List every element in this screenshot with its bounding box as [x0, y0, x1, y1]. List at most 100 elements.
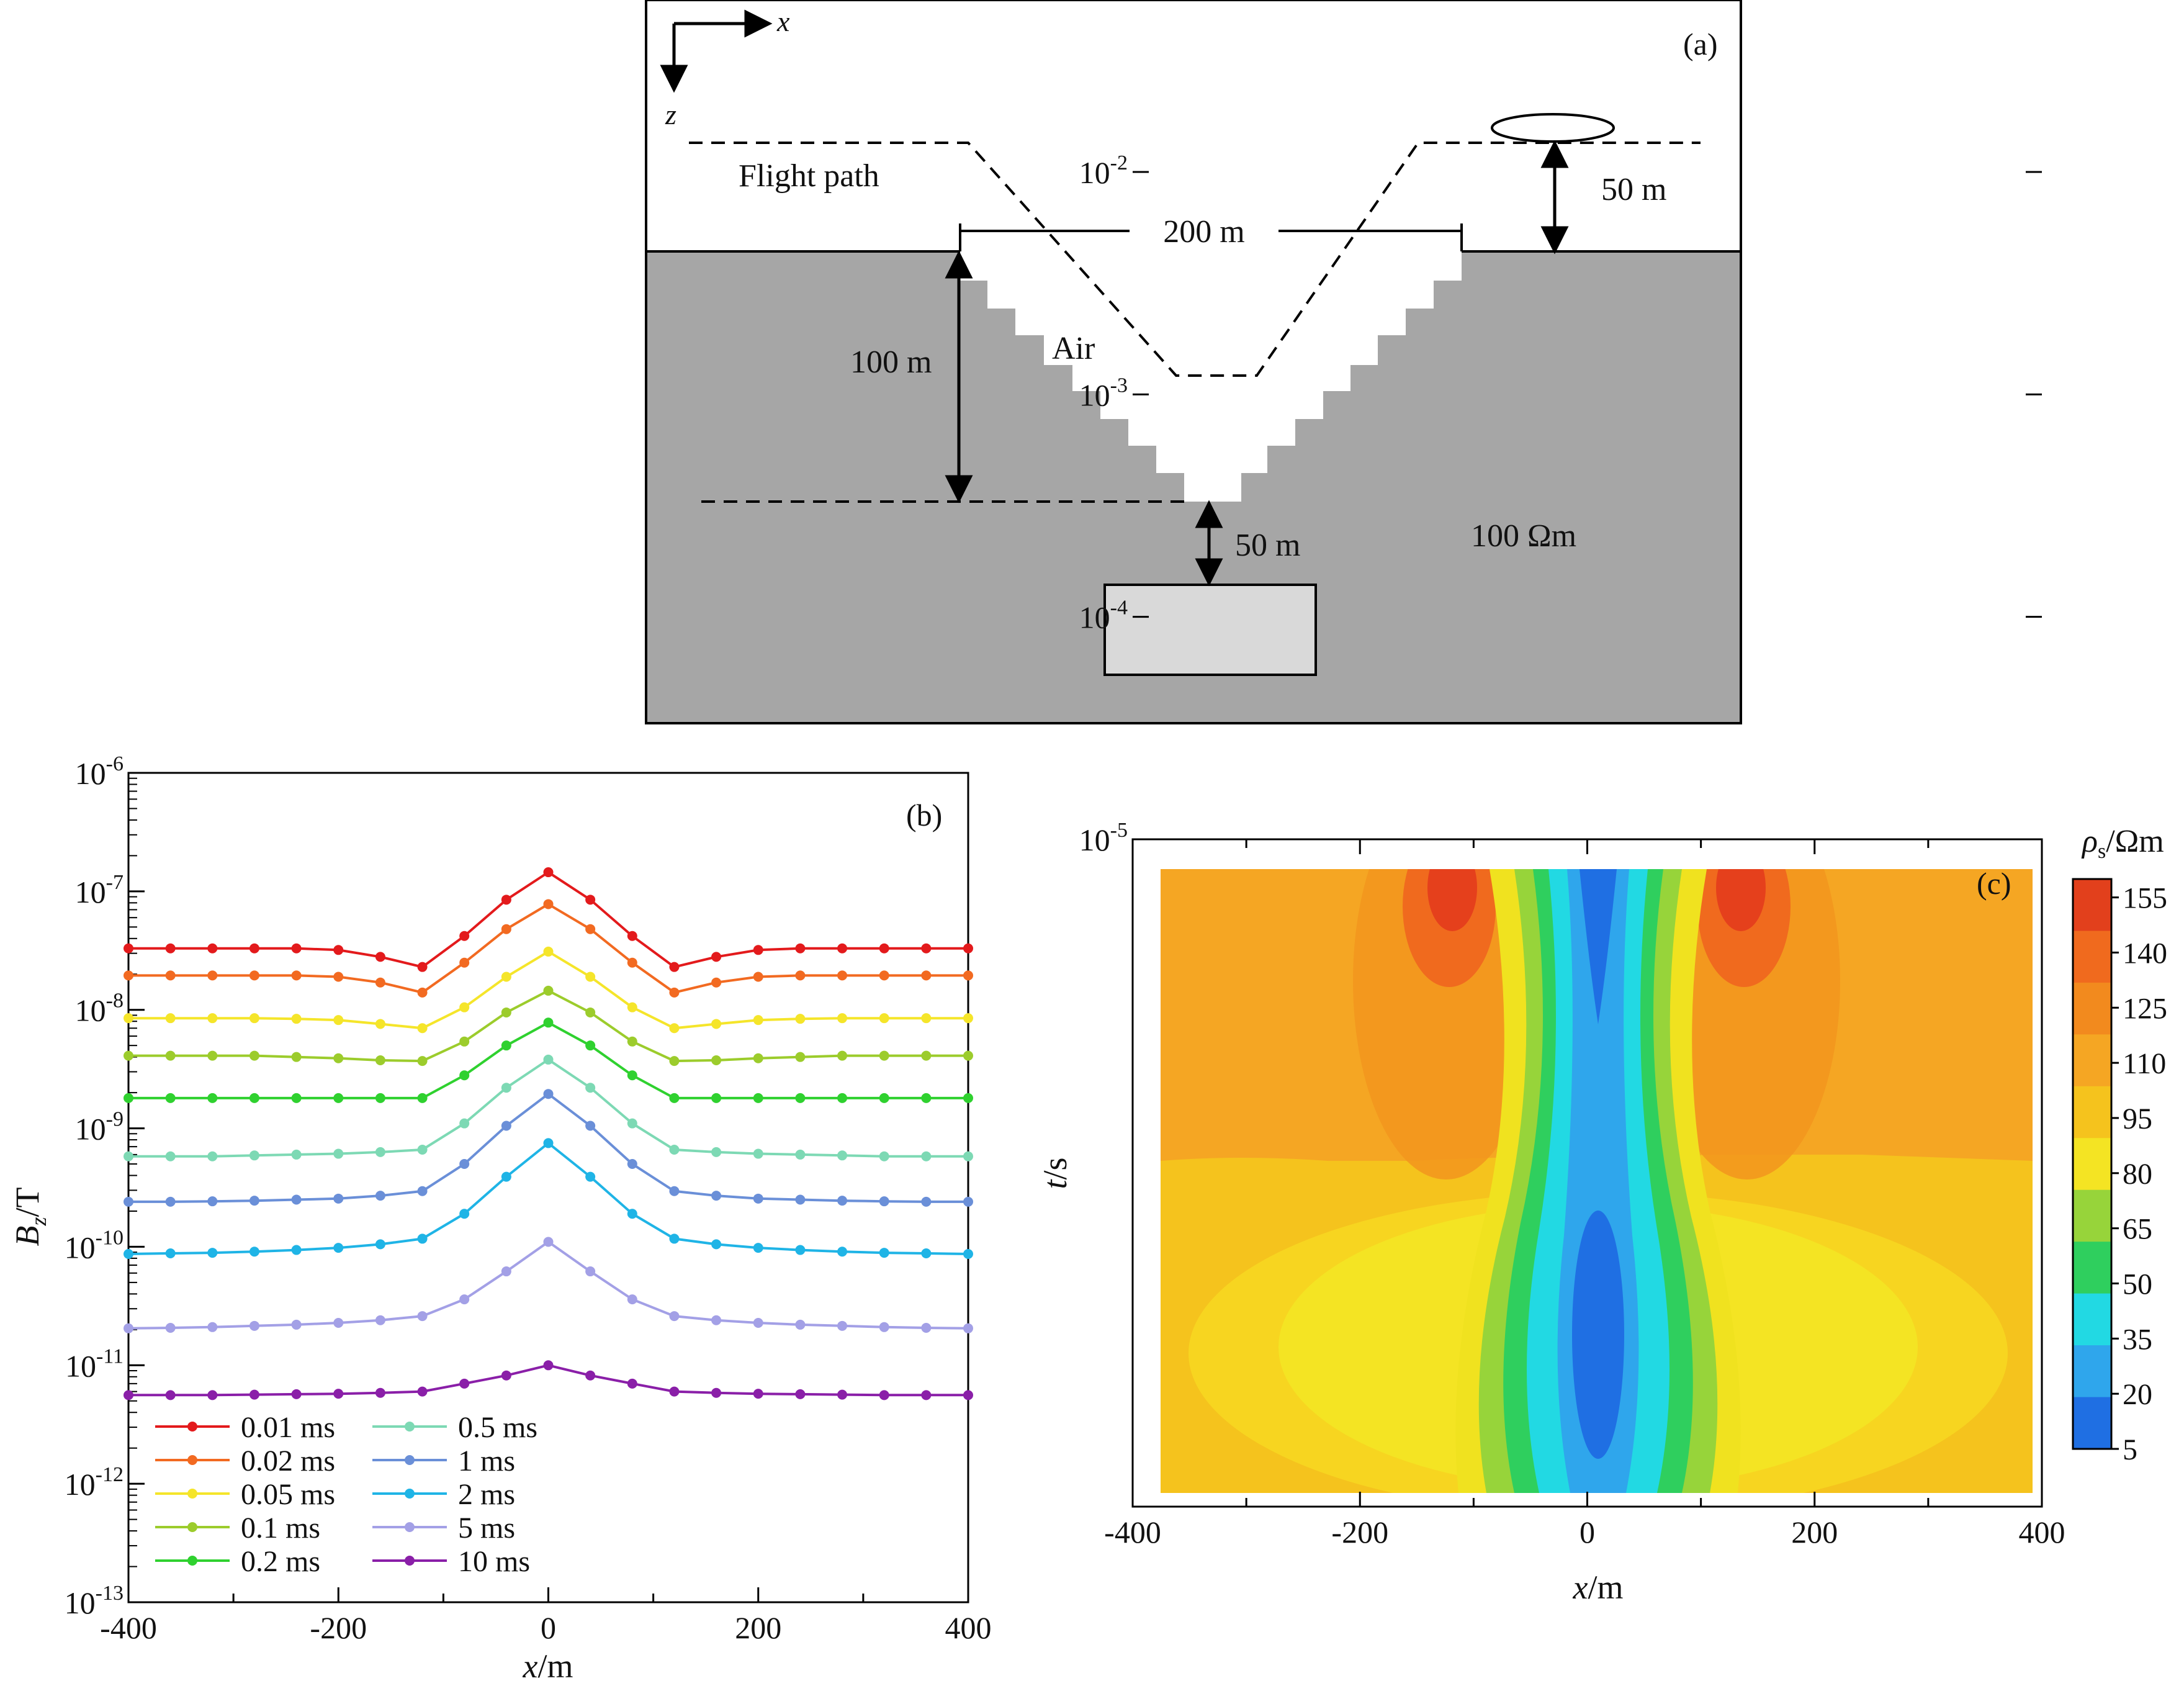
data-point — [669, 1233, 680, 1244]
data-point — [753, 1389, 763, 1399]
data-point — [627, 1294, 637, 1305]
colorbar-tick-label: 50 — [2123, 1268, 2152, 1301]
colorbar-segment — [2073, 1189, 2111, 1243]
panel-b-xlabel: x/m — [523, 1648, 573, 1685]
colorbar-title-sub: s — [2098, 840, 2106, 863]
data-point — [375, 1147, 385, 1157]
b-ytick-label-exp: -13 — [96, 1582, 124, 1605]
data-point — [417, 1093, 428, 1103]
colorbar-tick-label: 155 — [2123, 882, 2167, 915]
data-point — [879, 1093, 889, 1103]
data-point — [795, 1052, 806, 1062]
panel-b-label: (b) — [906, 798, 942, 832]
panel-a-label: (a) — [1683, 27, 1718, 61]
data-point — [417, 1023, 428, 1034]
data-point — [417, 1145, 428, 1155]
data-point — [375, 1387, 385, 1398]
data-point — [501, 1370, 511, 1381]
transmitter-loop-icon — [1491, 113, 1615, 143]
data-point — [963, 970, 973, 981]
data-point — [459, 1159, 470, 1170]
colorbar-segment — [2073, 1034, 2111, 1087]
b-ytick-label-exp: -10 — [96, 1226, 124, 1249]
legend-label: 10 ms — [458, 1545, 530, 1578]
data-point — [795, 1194, 806, 1205]
data-point — [207, 1248, 218, 1258]
data-point — [837, 1389, 848, 1400]
data-point — [459, 1118, 470, 1129]
data-point — [333, 1148, 344, 1159]
width-label: 200 m — [1163, 214, 1244, 250]
colorbar-ticks: 155 140 125 110 95 80 65 50 35 20 5 — [2111, 882, 2167, 1466]
data-point — [711, 1191, 722, 1201]
colorbar-tick-label: 80 — [2123, 1158, 2152, 1191]
series-0-05-ms — [124, 946, 973, 1034]
legend-marker — [405, 1489, 415, 1499]
data-point — [669, 1023, 680, 1034]
data-point — [795, 1389, 806, 1399]
legend-item: 1 ms — [372, 1445, 515, 1477]
legend-marker — [405, 1455, 415, 1465]
data-point — [459, 1378, 470, 1389]
data-point — [879, 1390, 889, 1400]
c-ytick-label-base: 10 — [1079, 600, 1110, 635]
legend-marker — [405, 1522, 415, 1532]
data-point — [249, 1093, 259, 1103]
data-point — [627, 1002, 637, 1012]
data-point — [165, 1322, 176, 1333]
target-block — [1103, 584, 1317, 676]
data-point — [669, 1093, 680, 1103]
b-ytick-label-exp: -11 — [96, 1345, 124, 1368]
legend-item: 2 ms — [372, 1478, 515, 1511]
data-point — [249, 1247, 259, 1257]
data-point — [585, 1121, 596, 1131]
data-point — [543, 1017, 554, 1028]
data-point — [459, 1070, 470, 1081]
colorbar-tick-label: 110 — [2123, 1047, 2166, 1080]
data-point — [543, 946, 554, 957]
data-point — [669, 962, 680, 972]
data-point — [627, 1070, 637, 1081]
data-point — [333, 1389, 344, 1399]
legend-label: 0.5 ms — [458, 1411, 537, 1444]
data-point — [711, 952, 722, 962]
colorbar-tick-label: 140 — [2123, 937, 2167, 970]
data-point — [543, 899, 554, 909]
axis-x-label: x — [776, 6, 790, 37]
data-point — [333, 1193, 344, 1204]
data-point — [165, 1013, 176, 1024]
data-point — [963, 1151, 973, 1161]
data-point — [879, 1151, 889, 1161]
c-ytick-label-base: 10 — [1079, 155, 1110, 190]
data-point — [669, 1145, 680, 1155]
data-point — [921, 1050, 932, 1061]
heatmap-core-left — [1427, 869, 1477, 931]
panel-b-x-ticks: -400 -200 0 200 400 — [100, 1587, 992, 1645]
colorbar-frame — [2072, 878, 2113, 1450]
colorbar-segment — [2073, 1086, 2111, 1139]
data-point — [459, 957, 470, 968]
data-point — [459, 1294, 470, 1305]
data-point — [585, 1040, 596, 1051]
legend-item: 0.2 ms — [155, 1545, 320, 1578]
data-point — [585, 1083, 596, 1093]
data-point — [165, 1151, 176, 1161]
data-point — [627, 1209, 637, 1219]
data-point — [375, 1239, 385, 1250]
legend-item: 5 ms — [372, 1512, 515, 1544]
panel-a-model-diagram: x z (a) Flight path 50 m 200 m 100 m Air… — [645, 0, 1742, 724]
data-point — [291, 1014, 302, 1024]
data-point — [375, 977, 385, 988]
data-point — [627, 957, 637, 968]
data-point — [669, 987, 680, 998]
data-point — [711, 1019, 722, 1029]
data-point — [921, 1093, 932, 1103]
target-depth-label: 50 m — [1235, 528, 1300, 563]
data-point — [879, 970, 889, 981]
data-point — [879, 943, 889, 954]
data-point — [837, 1050, 848, 1061]
c-xtick-label: -200 — [1331, 1515, 1388, 1549]
panel-c-heatmap: 10-510-410-310-2 -400 -200 0 200 400 (c) t/s… — [1036, 151, 2167, 1606]
data-point — [543, 1237, 554, 1247]
data-point — [207, 1322, 218, 1332]
